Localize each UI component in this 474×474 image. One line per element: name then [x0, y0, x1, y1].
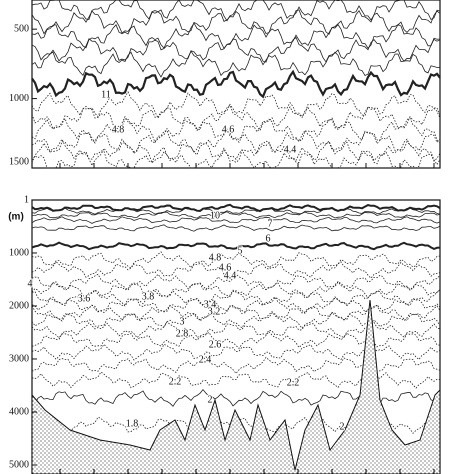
contour-line — [31, 371, 441, 389]
contour-line — [31, 146, 441, 169]
contour-line — [31, 69, 441, 99]
contour-label: 3 — [180, 316, 185, 327]
contour-label: 4 — [28, 278, 33, 289]
contour-line — [31, 50, 441, 78]
bottom-panel: 10 7 6 5 4.84.64.4 4 3.8 3.6 3.43.2 32.8 2.6 2.4 2.2… — [8, 194, 441, 474]
contour-line — [31, 128, 441, 156]
contour-line — [31, 9, 441, 35]
contour-line — [31, 251, 441, 269]
contour-line — [31, 356, 441, 375]
seafloor — [31, 299, 441, 474]
y-tick-label: 2000 — [9, 300, 29, 311]
contour-line — [31, 104, 441, 132]
contour-label: 2.8 — [176, 328, 189, 339]
contour-line — [31, 138, 441, 167]
contour-line — [31, 343, 441, 361]
contour-line — [31, 296, 441, 315]
plot-frame — [31, 0, 441, 169]
contour-label: 4.6 — [222, 124, 235, 135]
contour-label: 2.4 — [199, 354, 212, 365]
contour-label: 10 — [210, 210, 220, 221]
contour-line — [31, 216, 441, 224]
contour-line — [31, 203, 441, 213]
contour-line — [31, 0, 441, 22]
contour-label: 4.8 — [209, 252, 222, 263]
top-panel: 11 4.8 4.6 4.4 500 1000 1500 — [9, 0, 441, 169]
y-tick-label: 1000 — [9, 247, 29, 258]
contour-label: 7 — [268, 218, 273, 229]
y-tick-label: 3000 — [9, 353, 29, 364]
contour-line — [31, 280, 441, 299]
contour-label: 4.8 — [112, 124, 125, 135]
y-tick-label: 1 — [24, 194, 29, 205]
contour-line — [31, 36, 441, 63]
contour-line — [31, 304, 441, 322]
contour-line — [31, 22, 441, 50]
contour-label: 4.6 — [219, 262, 232, 273]
contour-label: 2.2 — [287, 377, 300, 388]
contour-line — [31, 91, 441, 119]
contour-line — [31, 115, 441, 144]
contour-label: 2 — [208, 394, 213, 405]
contour-line — [31, 224, 441, 232]
y-axis-label: (m) — [8, 212, 24, 223]
contour-label: 3.6 — [78, 293, 91, 304]
contour-label: 2.2 — [169, 376, 182, 387]
y-tick-label: 4000 — [9, 406, 29, 417]
contour-label: 2.6 — [209, 339, 222, 350]
y-tick-label: 500 — [14, 23, 29, 34]
contour-label: 4.4 — [284, 144, 297, 155]
y-tick-label: 1500 — [9, 156, 29, 167]
contour-line — [31, 321, 441, 339]
contour-label: 11 — [101, 89, 111, 100]
contour-label: 5 — [238, 245, 243, 256]
contour-label: 4.4 — [224, 270, 237, 281]
contour-label: 6 — [266, 233, 271, 244]
contour-label: 1.8 — [126, 418, 139, 429]
contour-line — [31, 289, 441, 307]
contour-line — [31, 330, 441, 350]
contour-line — [31, 261, 441, 279]
contour-label: 2 — [340, 421, 345, 432]
plot-frame — [31, 199, 441, 474]
y-tick-label: 5000 — [9, 459, 29, 470]
contour-label: 3.8 — [142, 291, 155, 302]
y-tick-label: 1000 — [9, 93, 29, 104]
contour-line — [31, 273, 441, 291]
contour-label: 3.2 — [208, 306, 221, 317]
contour-label: 3.4 — [204, 299, 217, 310]
contour-line — [31, 211, 441, 219]
contour-line — [31, 207, 441, 215]
contour-line — [31, 241, 441, 251]
